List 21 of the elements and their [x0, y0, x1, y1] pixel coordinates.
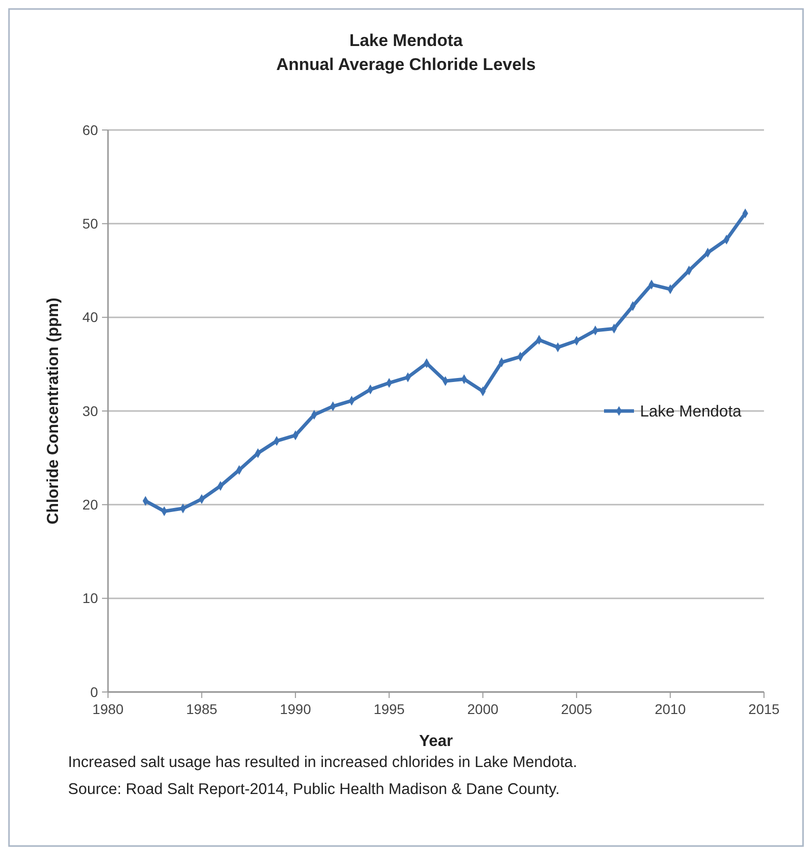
text: Increased salt usage has resulted in increased chlorides in Lake Mendota. — [68, 754, 578, 771]
x-tick-label: 1990 — [280, 701, 312, 717]
y-tick-label: 30 — [82, 402, 98, 419]
x-axis-title: Year — [419, 733, 453, 750]
x-tick-label: 1995 — [374, 701, 405, 717]
y-tick-label: 60 — [82, 122, 98, 138]
y-axis-title: Chloride Concentration (ppm) — [45, 298, 62, 524]
y-tick-label: 50 — [82, 216, 98, 232]
x-tick-label: 2010 — [654, 701, 686, 717]
x-tick-label: 2000 — [467, 701, 499, 717]
x-tick-label: 2005 — [560, 701, 592, 717]
source-note: Source: Road Salt Report-2014, Public Health Madison & Dane County. — [68, 781, 560, 798]
legend-label: Lake Mendota — [640, 404, 742, 421]
chart-title: Lake Mendota Annual Average Chloride Levels — [276, 31, 536, 74]
y-tick-label: 20 — [82, 496, 98, 513]
x-tick-label: 1980 — [92, 701, 124, 717]
y-tick-label: 40 — [82, 309, 98, 326]
x-tick-label: 1985 — [186, 701, 218, 717]
y-tick-label: 0 — [90, 684, 98, 700]
x-tick-label: 2015 — [748, 701, 780, 717]
y-tick-label: 10 — [82, 590, 98, 606]
